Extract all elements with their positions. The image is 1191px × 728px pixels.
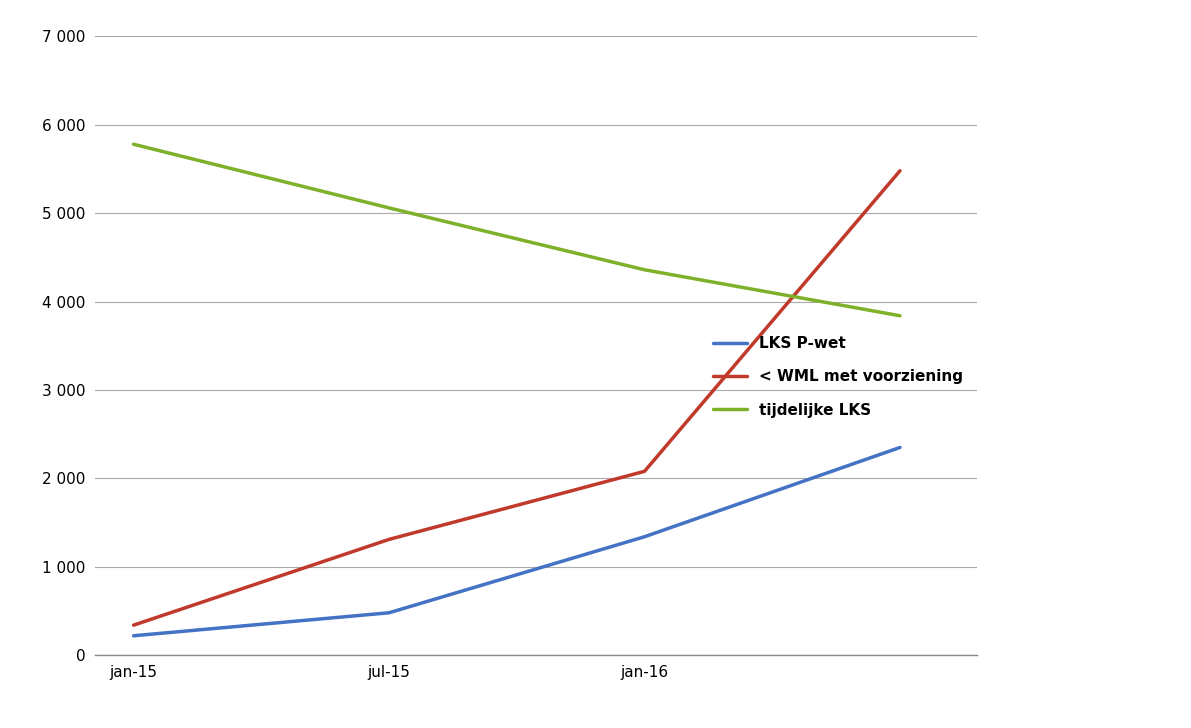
- < WML met voorziening: [893, 167, 908, 175]
- Legend: LKS P-wet, < WML met voorziening, tijdelijke LKS: LKS P-wet, < WML met voorziening, tijdel…: [707, 330, 969, 424]
- Line: < WML met voorziening: < WML met voorziening: [133, 171, 900, 625]
- < WML met voorziening: [126, 621, 141, 630]
- LKS P-wet: [637, 532, 651, 541]
- Line: tijdelijke LKS: tijdelijke LKS: [133, 144, 900, 316]
- LKS P-wet: [893, 443, 908, 452]
- tijdelijke LKS: [126, 140, 141, 149]
- < WML met voorziening: [382, 535, 397, 544]
- LKS P-wet: [126, 631, 141, 640]
- tijdelijke LKS: [637, 266, 651, 274]
- Line: LKS P-wet: LKS P-wet: [133, 448, 900, 636]
- LKS P-wet: [382, 609, 397, 617]
- < WML met voorziening: [637, 467, 651, 475]
- tijdelijke LKS: [382, 204, 397, 213]
- tijdelijke LKS: [893, 312, 908, 320]
